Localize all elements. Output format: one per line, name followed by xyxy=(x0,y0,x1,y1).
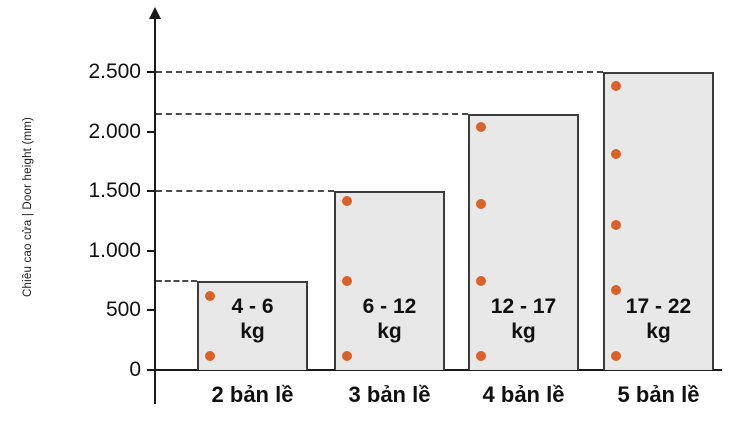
y-axis-line xyxy=(154,18,156,404)
y-axis-tick xyxy=(147,249,155,252)
y-tick-label: 2.000 xyxy=(88,119,141,143)
y-axis-tick xyxy=(147,309,155,312)
bar-weight-label: 6 - 12 kg xyxy=(362,295,417,343)
bar xyxy=(603,72,714,370)
y-tick-label: 0 xyxy=(129,358,141,381)
x-axis-line xyxy=(154,369,722,371)
hinge-position-dot xyxy=(476,121,486,132)
bar xyxy=(197,280,308,370)
hinge-position-dot xyxy=(611,219,621,230)
x-category-label: 3 bản lề xyxy=(348,382,431,407)
hinge-position-dot xyxy=(342,195,352,206)
y-tick-label: 2.500 xyxy=(88,60,141,83)
hinge-position-dot xyxy=(342,350,352,361)
x-category-label: 4 bản lề xyxy=(482,382,565,407)
hinge-position-dot xyxy=(611,149,621,160)
y-axis-title: Chiều cao cửa | Door height (mm) xyxy=(22,116,34,298)
hinge-position-dot xyxy=(476,275,486,286)
y-axis-tick xyxy=(147,369,155,371)
hinge-position-dot xyxy=(342,276,352,287)
hinge-position-dot xyxy=(205,291,215,302)
hinge-position-dot xyxy=(611,81,621,92)
bar xyxy=(334,191,445,370)
reference-dashline xyxy=(156,112,468,115)
y-tick-label: 500 xyxy=(105,298,141,322)
reference-dashline xyxy=(156,190,334,193)
bar-weight-label: 17 - 22 kg xyxy=(625,295,692,343)
y-axis-tick xyxy=(147,130,155,133)
y-tick-label: 1.500 xyxy=(88,179,141,203)
hinge-position-dot xyxy=(611,350,621,361)
hinge-position-dot xyxy=(476,199,486,210)
bar-weight-label: 12 - 17 kg xyxy=(490,295,557,343)
y-axis-tick xyxy=(147,190,155,193)
y-tick-label: 1.000 xyxy=(88,238,141,262)
bar xyxy=(468,113,579,370)
hinge-position-dot xyxy=(611,285,621,296)
y-axis-tick xyxy=(147,71,155,73)
x-category-label: 2 bản lề xyxy=(211,382,294,407)
reference-dashline xyxy=(156,279,197,282)
bar-weight-label: 4 - 6 kg xyxy=(231,295,274,343)
reference-dashline xyxy=(156,71,603,73)
hinge-position-dot xyxy=(205,350,215,361)
y-axis-arrow-icon xyxy=(149,7,161,19)
x-category-label: 5 bản lề xyxy=(617,382,700,407)
hinge-position-dot xyxy=(476,350,486,361)
